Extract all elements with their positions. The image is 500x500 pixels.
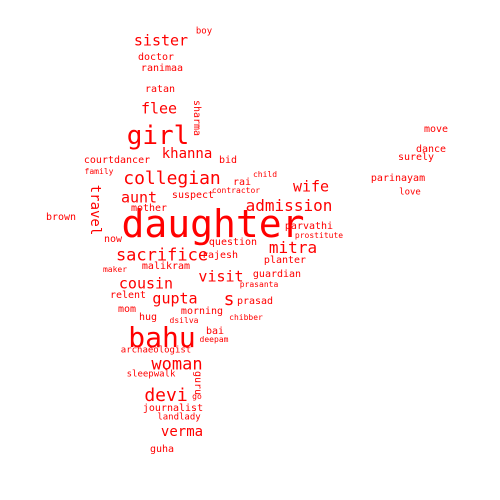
word-love: love <box>399 187 421 198</box>
word-family: family <box>84 167 114 176</box>
word-chibber: chibber <box>229 313 263 322</box>
word-woman: woman <box>151 354 203 375</box>
word-sister: sister <box>133 31 189 50</box>
word-prostitute: prostitute <box>294 231 344 240</box>
word-suspect: suspect <box>171 190 215 201</box>
word-cousin: cousin <box>118 274 174 293</box>
word-landlady: landlady <box>157 412 201 423</box>
word-gupta: gupta <box>152 289 198 308</box>
word-verma: verma <box>160 424 204 440</box>
word-devi: devi <box>144 385 188 406</box>
word-bahu: bahu <box>128 321 196 354</box>
word-mom: mom <box>117 304 137 315</box>
word-sacrifice: sacrifice <box>115 245 209 266</box>
word-girl: girl <box>126 121 190 151</box>
word-morning: morning <box>180 306 224 317</box>
word-rai: rai <box>232 177 252 188</box>
word-ranimaa: ranimaa <box>140 63 184 74</box>
word-aunt: aunt <box>120 188 158 207</box>
word-bid: bid <box>218 155 238 166</box>
word-parinayam: parinayam <box>370 173 426 184</box>
word-flee: flee <box>140 99 178 118</box>
word-sleepwalk: sleepwalk <box>126 369 176 380</box>
word-move: move <box>423 124 449 135</box>
word-deepam: deepam <box>199 335 229 344</box>
word-relent: relent <box>109 290 147 301</box>
word-rajesh: rajesh <box>201 250 239 261</box>
word-contractor: contractor <box>211 186 261 195</box>
word-sharma: sharma <box>191 99 202 137</box>
word-now: now <box>103 234 123 245</box>
word-question: question <box>208 237 258 248</box>
word-boy: boy <box>195 26 213 37</box>
word-malikram: malikram <box>141 261 191 272</box>
word-dsilva: dsilva <box>169 316 199 325</box>
word-bai: bai <box>205 326 225 337</box>
word-archaeologist: archaeologist <box>120 345 192 356</box>
word-hug: hug <box>138 312 158 323</box>
word-khanna: khanna <box>161 146 213 162</box>
word-guardian: guardian <box>252 269 302 280</box>
word-visit: visit <box>198 267 244 286</box>
word-prasanta: prasanta <box>239 280 279 289</box>
word-admission: admission <box>245 196 333 215</box>
word-daughter: daughter <box>121 202 305 246</box>
word-s: s <box>223 289 235 310</box>
word-parvathi: parvathi <box>284 221 334 232</box>
word-brown: brown <box>45 212 77 223</box>
word-wife: wife <box>292 177 330 196</box>
word-maker: maker <box>102 265 128 274</box>
word-journalist: journalist <box>142 403 204 414</box>
word-dance: dance <box>415 144 447 155</box>
word-surely: surely <box>397 152 435 163</box>
word-collegian: collegian <box>123 168 221 189</box>
word-prasad: prasad <box>236 296 274 307</box>
word-travel: travel <box>87 184 103 236</box>
word-go: go <box>192 392 202 401</box>
word-doctor: doctor <box>137 52 175 63</box>
word-mitra: mitra <box>268 238 318 257</box>
word-courtdancer: courtdancer <box>83 155 151 166</box>
word-child: child <box>252 170 278 179</box>
word-guha: guha <box>149 444 175 455</box>
word-ratan: ratan <box>144 84 176 95</box>
word-mother: mother <box>130 203 168 214</box>
word-planter: planter <box>263 255 307 266</box>
